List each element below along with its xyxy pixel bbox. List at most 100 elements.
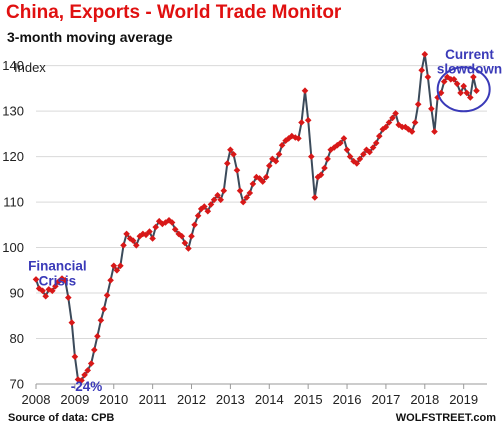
data-point	[385, 119, 393, 126]
data-point	[146, 228, 153, 235]
data-point	[236, 187, 244, 194]
data-point	[194, 212, 202, 219]
data-point	[295, 135, 302, 142]
y-axis-label: Index	[14, 60, 46, 75]
data-point	[292, 134, 299, 141]
data-point	[453, 80, 461, 88]
data-point	[353, 160, 361, 167]
data-point	[129, 237, 137, 244]
data-point	[304, 116, 312, 124]
data-point	[39, 287, 46, 295]
x-tick-label: 2018	[410, 392, 439, 407]
data-point	[123, 230, 130, 238]
annotation-text: -24%	[71, 379, 103, 394]
data-point	[210, 196, 218, 204]
data-point	[317, 171, 325, 179]
data-point	[321, 164, 328, 172]
data-point	[379, 126, 387, 133]
data-point	[81, 371, 88, 379]
slowdown-highlight-circle	[436, 66, 491, 113]
data-point	[155, 217, 163, 225]
data-point	[467, 94, 474, 101]
data-point	[334, 141, 341, 149]
data-point	[249, 180, 257, 188]
data-point	[408, 128, 416, 135]
data-point	[87, 360, 95, 367]
data-point	[204, 207, 212, 215]
data-point	[214, 192, 221, 199]
data-point	[444, 73, 451, 81]
x-tick-label: 2011	[139, 392, 167, 407]
data-point	[288, 132, 296, 140]
x-tick-label: 2017	[371, 392, 400, 407]
x-tick-label: 2008	[22, 392, 51, 407]
data-point	[133, 242, 140, 249]
brand-label: WOLFSTREET.com	[396, 412, 496, 424]
data-point	[142, 231, 150, 239]
data-point	[152, 223, 159, 231]
data-point	[470, 73, 477, 81]
data-point	[346, 153, 354, 160]
x-tick-label: 2010	[99, 392, 128, 407]
y-axis-ticks: 70 80 90 100 110 120 130 140	[2, 58, 24, 391]
data-point	[84, 367, 91, 374]
data-point	[369, 144, 377, 151]
data-point	[411, 119, 419, 126]
data-point	[253, 173, 260, 181]
data-point	[91, 346, 98, 354]
data-point	[55, 278, 62, 285]
data-point	[457, 89, 464, 97]
data-point	[110, 262, 118, 270]
data-point	[49, 287, 56, 295]
data-point	[324, 155, 331, 163]
x-tick-label: 2016	[333, 392, 362, 407]
data-point	[149, 235, 156, 242]
data-point	[175, 230, 182, 238]
data-point	[113, 267, 121, 274]
data-point	[185, 245, 192, 252]
data-point	[65, 294, 72, 301]
data-point	[103, 292, 111, 299]
data-point	[45, 286, 53, 293]
data-point	[440, 78, 448, 85]
annotation-text: Current	[445, 47, 494, 62]
y-tick-label: 110	[3, 195, 24, 210]
data-point	[224, 160, 231, 167]
data-point	[272, 157, 280, 165]
data-point	[363, 146, 370, 154]
data-point	[275, 151, 283, 158]
data-point	[389, 114, 396, 122]
data-point	[197, 205, 205, 213]
y-tick-label: 90	[10, 286, 24, 301]
data-point	[139, 230, 147, 238]
annotation-text: slowdown	[437, 61, 502, 76]
data-point	[71, 353, 79, 360]
data-point	[178, 232, 186, 240]
data-point	[308, 153, 315, 160]
data-point	[350, 157, 357, 165]
data-point	[107, 277, 114, 284]
x-tick-label: 2019	[449, 392, 478, 407]
data-point	[437, 89, 445, 97]
x-axis-ticks: 2008 2009 2010 2011 2012 2013 2014 2015 2016 2017…	[22, 383, 487, 407]
data-point	[233, 166, 241, 174]
data-point	[42, 292, 49, 300]
data-point	[282, 137, 289, 144]
data-point	[256, 175, 263, 182]
x-tick-label: 2009	[60, 392, 89, 407]
data-point	[100, 305, 108, 313]
series-line	[35, 53, 478, 382]
data-point	[366, 148, 373, 156]
data-point	[473, 87, 480, 94]
y-tick-label: 80	[10, 331, 24, 346]
data-point	[201, 203, 208, 210]
x-tick-label: 2012	[177, 392, 206, 407]
data-point	[372, 139, 380, 147]
data-point	[402, 123, 409, 131]
data-point	[68, 319, 76, 326]
data-point	[246, 189, 254, 197]
data-point	[262, 173, 270, 181]
data-point	[311, 194, 319, 201]
